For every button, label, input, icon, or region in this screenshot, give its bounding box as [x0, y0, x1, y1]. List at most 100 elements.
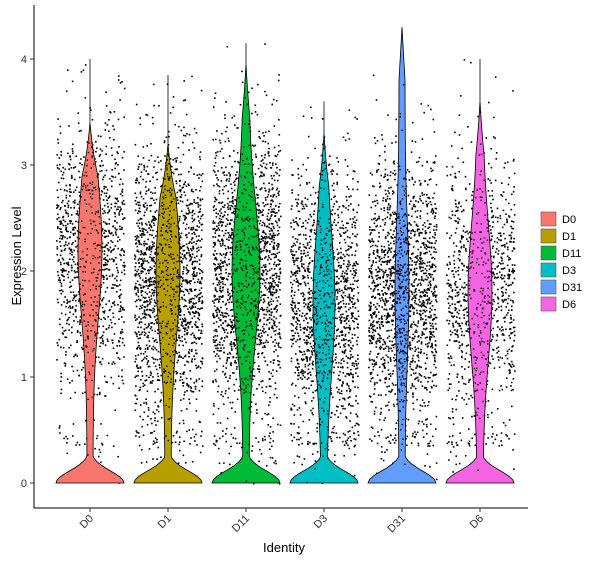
data-point — [143, 228, 145, 230]
data-point — [232, 200, 234, 203]
data-point — [111, 342, 114, 344]
data-point — [257, 441, 260, 443]
data-point — [152, 122, 154, 125]
data-point — [175, 350, 177, 353]
data-point — [349, 270, 352, 272]
data-point — [181, 200, 184, 203]
data-point — [275, 264, 278, 266]
data-point — [265, 235, 268, 238]
data-point — [265, 269, 267, 271]
data-point — [198, 173, 201, 176]
data-point — [212, 206, 215, 209]
data-point — [118, 387, 120, 389]
data-point — [216, 298, 218, 300]
data-point — [272, 417, 274, 419]
data-point — [111, 326, 113, 329]
data-point — [353, 321, 355, 323]
data-point — [135, 402, 138, 405]
data-point — [142, 227, 144, 230]
data-point — [213, 435, 216, 437]
data-point — [59, 323, 61, 326]
data-point — [223, 351, 225, 354]
data-point — [185, 324, 188, 326]
data-point — [229, 235, 232, 237]
data-point — [230, 228, 233, 230]
data-point — [215, 441, 218, 443]
data-point — [183, 183, 186, 185]
data-point — [262, 278, 264, 280]
data-point — [187, 227, 190, 229]
data-point — [69, 281, 72, 284]
data-point — [193, 231, 195, 234]
data-point — [144, 260, 146, 262]
data-point — [198, 389, 201, 392]
data-point — [141, 307, 143, 309]
data-point — [222, 240, 224, 242]
data-point — [273, 241, 276, 244]
data-point — [348, 320, 350, 322]
data-point — [190, 280, 192, 282]
data-point — [157, 350, 160, 353]
data-point — [178, 351, 180, 354]
data-point — [108, 223, 110, 225]
data-point — [146, 204, 148, 207]
data-point — [60, 263, 62, 266]
data-point — [153, 277, 156, 279]
data-point — [218, 201, 221, 204]
data-point — [190, 289, 192, 292]
data-point — [82, 366, 84, 369]
data-point — [139, 175, 142, 178]
data-point — [198, 259, 201, 261]
data-point — [65, 354, 67, 356]
data-point — [137, 326, 139, 329]
data-point — [104, 174, 106, 177]
data-point — [271, 199, 273, 201]
data-point — [219, 437, 221, 440]
data-point — [117, 303, 119, 306]
data-point — [225, 316, 227, 318]
data-point — [307, 218, 310, 220]
data-point — [278, 321, 281, 324]
data-point — [227, 324, 229, 327]
data-point — [102, 199, 105, 201]
data-point — [268, 182, 270, 184]
data-point — [73, 270, 76, 272]
data-point — [65, 90, 68, 92]
data-point — [111, 275, 114, 277]
data-point — [302, 225, 305, 227]
data-point — [304, 392, 306, 395]
data-point — [265, 199, 267, 201]
data-point — [121, 316, 123, 318]
data-point — [139, 379, 142, 381]
data-point — [273, 359, 275, 361]
data-point — [263, 173, 265, 176]
data-point — [303, 328, 306, 330]
data-point — [346, 222, 348, 224]
data-point — [62, 258, 65, 261]
data-point — [270, 327, 273, 329]
data-point — [274, 333, 277, 336]
data-point — [229, 363, 232, 365]
data-point — [97, 135, 100, 137]
data-point — [222, 189, 224, 191]
data-point — [150, 326, 153, 328]
data-point — [191, 304, 194, 307]
data-point — [261, 266, 263, 269]
data-point — [147, 261, 150, 264]
data-point — [139, 230, 141, 232]
data-point — [137, 166, 140, 168]
data-point — [73, 256, 75, 258]
data-point — [178, 219, 181, 222]
data-point — [137, 251, 140, 253]
data-point — [186, 199, 189, 201]
data-point — [123, 356, 125, 358]
data-point — [70, 264, 73, 267]
data-point — [351, 289, 354, 291]
data-point — [179, 247, 181, 249]
data-point — [272, 300, 275, 302]
data-point — [191, 263, 193, 266]
data-point — [308, 333, 310, 336]
data-point — [200, 229, 203, 232]
data-point — [182, 186, 184, 189]
data-point — [107, 206, 109, 208]
